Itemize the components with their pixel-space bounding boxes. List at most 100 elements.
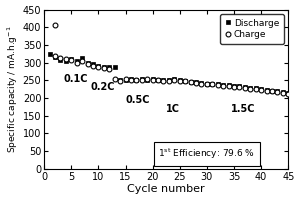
- Charge: [91, 65, 95, 67]
- Charge: [281, 92, 285, 94]
- Charge: [211, 83, 214, 85]
- Charge: [124, 78, 127, 81]
- Charge: [64, 58, 68, 61]
- Discharge: [75, 60, 79, 62]
- Discharge: [140, 78, 144, 81]
- Charge: [118, 80, 122, 82]
- Discharge: [189, 81, 192, 83]
- Discharge: [276, 90, 279, 93]
- Discharge: [48, 53, 51, 55]
- Charge: [113, 77, 116, 80]
- Discharge: [216, 83, 220, 85]
- Discharge: [205, 82, 209, 85]
- Discharge: [80, 57, 84, 60]
- Text: 0.5C: 0.5C: [125, 95, 150, 105]
- Discharge: [107, 66, 111, 68]
- Charge: [259, 89, 263, 91]
- Discharge: [97, 65, 100, 67]
- Charge: [254, 88, 257, 90]
- Line: Charge: Charge: [52, 53, 291, 97]
- Discharge: [221, 84, 225, 86]
- Text: 0.2C: 0.2C: [90, 82, 115, 92]
- Charge: [135, 78, 138, 81]
- Charge: [276, 91, 279, 93]
- Charge: [102, 67, 106, 69]
- Charge: [194, 82, 198, 84]
- Charge: [75, 61, 79, 64]
- Charge: [200, 82, 203, 85]
- Text: 1C: 1C: [166, 104, 180, 114]
- Charge: [151, 79, 154, 81]
- Charge: [53, 54, 57, 57]
- Discharge: [129, 78, 133, 81]
- Discharge: [58, 59, 62, 61]
- Discharge: [232, 84, 236, 87]
- Discharge: [270, 89, 274, 92]
- Charge: [140, 79, 144, 81]
- Discharge: [200, 82, 203, 84]
- Discharge: [211, 82, 214, 85]
- Charge: [270, 90, 274, 93]
- Charge: [86, 63, 89, 66]
- Charge: [238, 86, 241, 88]
- Charge: [205, 83, 209, 85]
- Discharge: [227, 84, 230, 87]
- Discharge: [124, 78, 127, 81]
- X-axis label: Cycle number: Cycle number: [128, 184, 205, 194]
- Discharge: [91, 63, 95, 65]
- Discharge: [156, 78, 160, 81]
- Charge: [162, 80, 165, 82]
- Text: 0.1C: 0.1C: [63, 74, 88, 84]
- Discharge: [281, 91, 285, 94]
- Discharge: [243, 86, 247, 88]
- Discharge: [194, 81, 198, 84]
- Charge: [80, 60, 84, 62]
- Discharge: [167, 79, 171, 81]
- Charge: [243, 87, 247, 89]
- Discharge: [53, 56, 57, 59]
- Y-axis label: Specific capacity / mA.h.g$^{-1}$: Specific capacity / mA.h.g$^{-1}$: [6, 25, 20, 153]
- Discharge: [178, 79, 181, 81]
- Discharge: [151, 78, 154, 81]
- Discharge: [248, 87, 252, 89]
- Charge: [183, 80, 187, 83]
- Discharge: [146, 79, 149, 81]
- Discharge: [259, 88, 263, 90]
- Discharge: [238, 85, 241, 88]
- Charge: [248, 87, 252, 90]
- Charge: [167, 80, 171, 82]
- Text: 1$^{\rm st}$ Efficiency: 79.6 %: 1$^{\rm st}$ Efficiency: 79.6 %: [158, 147, 255, 161]
- Discharge: [183, 80, 187, 82]
- Charge: [221, 84, 225, 87]
- Charge: [172, 79, 176, 81]
- Discharge: [286, 92, 290, 95]
- Text: 1.5C: 1.5C: [231, 104, 256, 114]
- Line: Discharge: Discharge: [47, 51, 291, 96]
- Discharge: [64, 59, 68, 62]
- Charge: [70, 59, 73, 61]
- Discharge: [118, 78, 122, 81]
- Charge: [178, 80, 181, 82]
- Discharge: [172, 78, 176, 81]
- Discharge: [162, 79, 165, 81]
- Discharge: [102, 65, 106, 68]
- Discharge: [254, 87, 257, 89]
- Charge: [286, 93, 290, 95]
- Charge: [189, 81, 192, 84]
- Charge: [227, 85, 230, 88]
- Discharge: [86, 61, 89, 64]
- Discharge: [135, 79, 138, 81]
- Charge: [265, 89, 268, 92]
- Charge: [97, 66, 100, 68]
- Discharge: [113, 66, 116, 68]
- Discharge: [265, 89, 268, 91]
- Charge: [146, 78, 149, 81]
- Charge: [156, 79, 160, 81]
- Charge: [58, 57, 62, 59]
- Charge: [216, 84, 220, 86]
- Charge: [129, 79, 133, 81]
- Charge: [232, 86, 236, 88]
- Discharge: [70, 58, 73, 60]
- Legend: Discharge, Charge: Discharge, Charge: [220, 14, 284, 44]
- Charge: [107, 67, 111, 70]
